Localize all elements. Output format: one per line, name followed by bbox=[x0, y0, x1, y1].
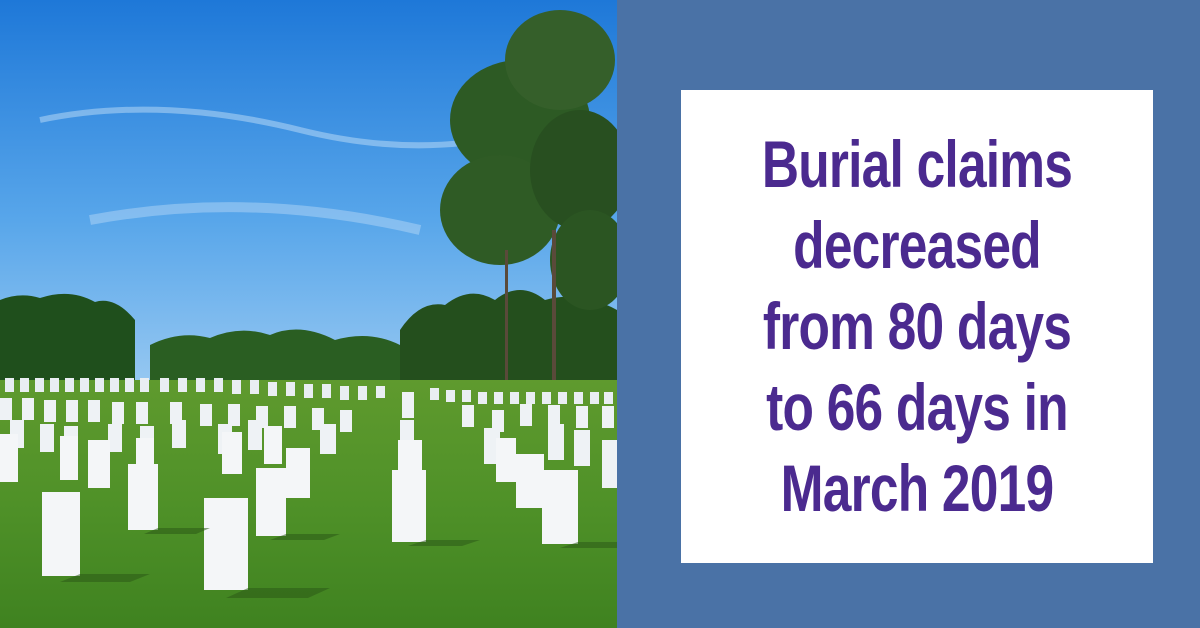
headstones-far bbox=[5, 378, 613, 404]
cemetery-illustration bbox=[0, 0, 617, 628]
headstones-near bbox=[0, 426, 578, 590]
headline-text: Burial claims decreased from 80 days to … bbox=[761, 127, 1073, 525]
cemetery-photo bbox=[0, 0, 617, 628]
headline-panel: Burial claims decreased from 80 days to … bbox=[617, 0, 1200, 628]
headline-card: Burial claims decreased from 80 days to … bbox=[681, 90, 1153, 563]
headstone-shadows bbox=[60, 528, 617, 598]
tree-line bbox=[0, 10, 617, 395]
lawn bbox=[0, 380, 617, 628]
